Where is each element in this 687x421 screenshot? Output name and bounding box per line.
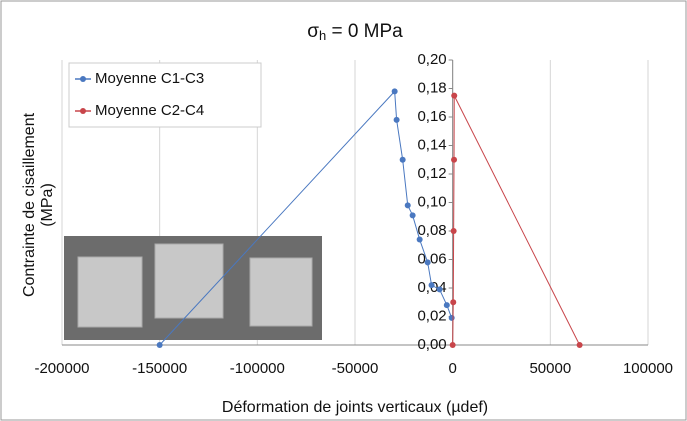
y-axis-title-line: Contrainte de cisaillement <box>21 112 38 297</box>
legend-marker <box>80 76 86 82</box>
y-tick-label: 0,00 <box>417 336 446 353</box>
y-tick-label: 0,10 <box>417 193 446 210</box>
data-point <box>409 212 416 219</box>
data-point <box>576 342 583 348</box>
x-tick-label: 0 <box>448 360 456 377</box>
legend-box <box>68 62 262 128</box>
photo-block <box>249 257 313 327</box>
photo-inset <box>64 236 322 340</box>
data-point <box>443 302 450 309</box>
data-point <box>156 342 163 348</box>
data-point <box>449 342 456 348</box>
data-point <box>451 92 458 99</box>
data-point <box>393 116 400 123</box>
data-point <box>391 88 398 95</box>
title-text: = 0 MPa <box>326 21 403 42</box>
data-point <box>416 236 423 243</box>
x-tick-label: 50000 <box>529 360 571 377</box>
photo-block <box>77 256 143 328</box>
data-point <box>450 299 457 306</box>
data-point <box>450 228 457 234</box>
data-point <box>451 156 458 163</box>
x-tick-label: -100000 <box>230 360 285 377</box>
series-line <box>452 95 581 346</box>
y-tick-label: 0,08 <box>417 222 446 239</box>
data-point <box>424 259 431 266</box>
x-tick-label: -200000 <box>34 360 89 377</box>
legend-marker <box>80 108 86 114</box>
y-tick-label: 0,12 <box>417 165 446 182</box>
y-tick-label: 0,02 <box>417 307 446 324</box>
data-point <box>404 202 411 209</box>
y-axis-title: Contrainte de cisaillement (MPa) <box>21 112 56 297</box>
data-point <box>428 282 435 289</box>
x-tick-label: -150000 <box>132 360 187 377</box>
y-tick-label: 0,16 <box>417 108 446 125</box>
data-point <box>448 314 455 321</box>
y-axis-title-line: (MPa) <box>39 183 56 227</box>
data-point <box>436 286 443 293</box>
title-symbol: σ <box>307 21 319 42</box>
title-subscript: h <box>319 28 326 43</box>
y-tick-label: 0,14 <box>417 136 446 153</box>
y-tick-label: 0,18 <box>417 79 446 96</box>
y-tick-label: 0,20 <box>417 51 446 68</box>
x-tick-label: -50000 <box>332 360 379 377</box>
legend-label: Moyenne C2-C4 <box>95 102 204 119</box>
chart-title: σh = 0 MPa <box>307 21 403 43</box>
y-tick-label: 0,06 <box>417 250 446 267</box>
x-tick-label: 100000 <box>623 360 673 377</box>
photo-block <box>154 243 224 319</box>
legend-label: Moyenne C1-C3 <box>95 70 204 87</box>
x-axis-title: Déformation de joints verticaux (µdef) <box>222 399 488 416</box>
data-point <box>399 156 406 163</box>
